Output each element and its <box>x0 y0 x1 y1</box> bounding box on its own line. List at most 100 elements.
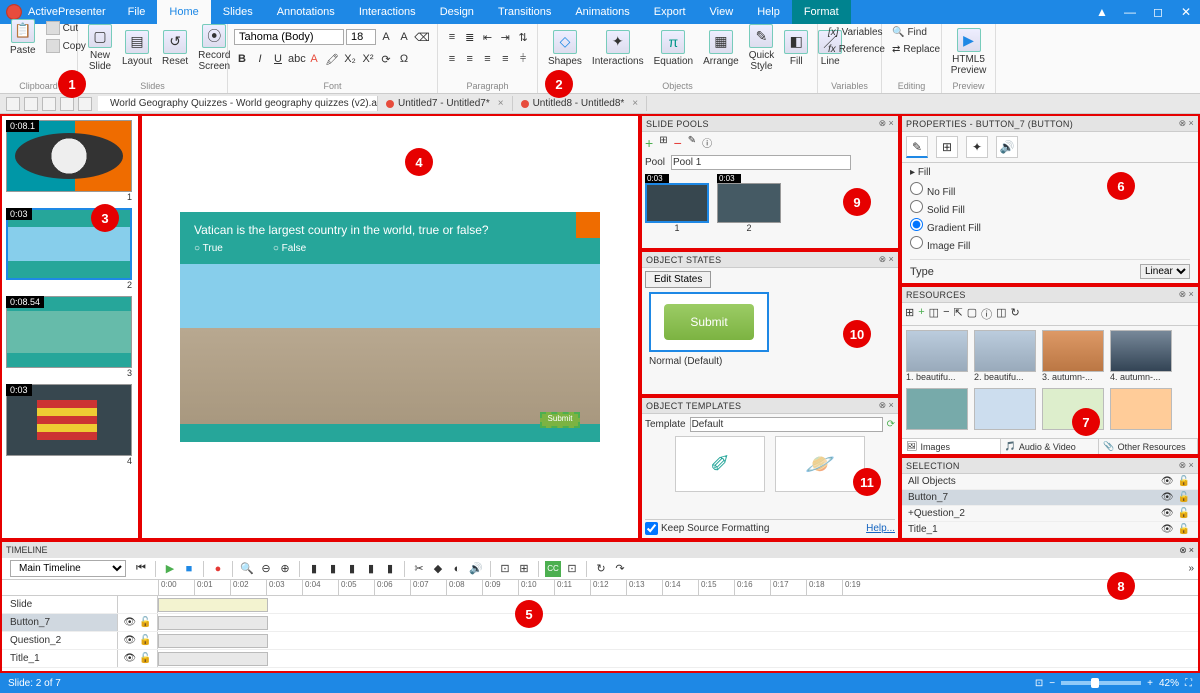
res-sort-icon[interactable]: ◫ <box>929 306 939 322</box>
qat-open-icon[interactable] <box>24 97 38 111</box>
pin-icon[interactable]: ⊗ <box>1179 460 1187 471</box>
resource-item[interactable] <box>1110 388 1172 430</box>
selection-item[interactable]: Title_1👁🔓 <box>902 522 1198 538</box>
res-refresh-icon[interactable]: ↻ <box>1011 306 1020 322</box>
tl-b4-icon[interactable]: ▮ <box>363 561 379 577</box>
equation-button[interactable]: πEquation <box>650 28 697 69</box>
thumb-4[interactable]: 0:034 <box>6 384 134 466</box>
pool-thumb-2[interactable]: 0:032 <box>717 174 781 233</box>
visibility-icon[interactable]: 👁 <box>123 635 136 646</box>
font-family-select[interactable] <box>234 29 344 45</box>
res-preview-icon[interactable]: ▢ <box>967 306 977 322</box>
pin-icon[interactable]: ⊗ <box>879 400 887 411</box>
outdent-icon[interactable]: ⇤ <box>480 31 496 44</box>
res-info-icon[interactable]: ⓘ <box>981 306 992 322</box>
visibility-icon[interactable]: 👁 <box>1159 508 1176 519</box>
numbers-icon[interactable]: ≣ <box>462 31 478 44</box>
visibility-icon[interactable]: 👁 <box>123 653 136 664</box>
zoom-slider[interactable] <box>1061 681 1141 685</box>
no-fill-radio[interactable]: No Fill <box>910 181 1190 199</box>
pin-icon[interactable]: ⊗ <box>879 254 887 265</box>
tl-more-icon[interactable]: » <box>1188 563 1194 574</box>
tl-cc-icon[interactable]: CC <box>545 561 561 577</box>
stop-icon[interactable]: ■ <box>181 561 197 577</box>
zoom-out-icon[interactable]: ⊖ <box>258 561 274 577</box>
audio-video-tab[interactable]: 🎵Audio & Video <box>1001 439 1100 454</box>
selection-item[interactable]: + Question_2👁🔓 <box>902 506 1198 522</box>
import-pool-icon[interactable]: ⊞ <box>659 135 667 151</box>
refresh-template-icon[interactable]: ⟳ <box>887 419 895 430</box>
other-resources-tab[interactable]: 📎Other Resources <box>1099 439 1198 454</box>
lock-icon[interactable]: 🔓 <box>139 617 151 628</box>
arrange-button[interactable]: ▦Arrange <box>699 28 743 69</box>
template-1[interactable]: ✐ <box>675 436 765 492</box>
resource-item[interactable] <box>906 388 968 430</box>
add-pool-icon[interactable]: + <box>645 135 653 151</box>
tab-view[interactable]: View <box>698 0 746 24</box>
zoom-in-icon[interactable]: 🔍 <box>239 561 255 577</box>
selection-item[interactable]: Button_7👁🔓 <box>902 490 1198 506</box>
maximize-icon[interactable]: ◻ <box>1144 0 1172 24</box>
tl-next-icon[interactable]: ↷ <box>612 561 628 577</box>
prop-size-tab[interactable]: ⊞ <box>936 136 958 158</box>
reset-button[interactable]: ↺Reset <box>158 28 192 69</box>
tab-animations[interactable]: Animations <box>563 0 641 24</box>
paste-button[interactable]: 📋Paste <box>6 17 40 58</box>
selection-all[interactable]: All Objects👁🔓 <box>902 474 1198 490</box>
italic-button[interactable]: I <box>252 53 268 65</box>
close-panel-icon[interactable]: × <box>1189 545 1194 556</box>
tab-transitions[interactable]: Transitions <box>486 0 563 24</box>
font-shrink-icon[interactable]: A <box>396 31 412 43</box>
tab-format[interactable]: Format <box>792 0 851 24</box>
state-preview[interactable]: Submit <box>649 292 769 352</box>
tl-vol-icon[interactable]: 🔊 <box>468 561 484 577</box>
fit-icon[interactable]: ⊡ <box>1035 678 1043 689</box>
pin-icon[interactable]: ⊗ <box>1179 289 1187 300</box>
track-title[interactable]: Title_1👁🔓 <box>2 650 1198 668</box>
fill-button[interactable]: ◧Fill <box>780 28 812 69</box>
settings-icon[interactable]: ▲ <box>1088 0 1116 24</box>
option-false[interactable]: False <box>273 243 306 254</box>
remove-pool-icon[interactable]: − <box>674 135 682 151</box>
link-button[interactable]: ⟳ <box>378 53 394 66</box>
pool-thumb-1[interactable]: 0:031 <box>645 174 709 233</box>
tl-marker-icon[interactable]: ◆ <box>430 561 446 577</box>
tab-interactions[interactable]: Interactions <box>347 0 428 24</box>
res-export-icon[interactable]: ⇱ <box>954 306 963 322</box>
images-tab[interactable]: 🖼Images <box>902 439 1001 454</box>
res-add-icon[interactable]: + <box>918 306 924 322</box>
doc-tab-2[interactable]: Untitled7 - Untitled7*× <box>378 96 513 111</box>
resource-item[interactable]: 1. beautifu... <box>906 330 968 382</box>
lock-icon[interactable]: 🔓 <box>139 635 151 646</box>
res-view-icon[interactable]: ⊞ <box>905 306 914 322</box>
align-v-icon[interactable]: ⫩ <box>515 53 531 66</box>
track-button[interactable]: Button_7👁🔓 <box>2 614 1198 632</box>
tab-export[interactable]: Export <box>642 0 698 24</box>
qat-save-icon[interactable] <box>42 97 56 111</box>
thumb-3[interactable]: 0:08.543 <box>6 296 134 378</box>
align-left-icon[interactable]: ≡ <box>444 53 460 65</box>
visibility-icon[interactable]: 👁 <box>1159 476 1176 487</box>
align-justify-icon[interactable]: ≡ <box>497 53 513 65</box>
close-icon[interactable]: ✕ <box>1172 0 1200 24</box>
align-right-icon[interactable]: ≡ <box>480 53 496 65</box>
rename-pool-icon[interactable]: ✎ <box>688 135 696 151</box>
gradient-fill-radio[interactable]: Gradient Fill <box>910 217 1190 235</box>
clear-format-icon[interactable]: ⌫ <box>414 31 430 44</box>
resource-item[interactable] <box>974 388 1036 430</box>
lock-icon[interactable]: 🔓 <box>139 653 151 664</box>
font-color-button[interactable]: A <box>306 53 322 65</box>
font-size-select[interactable] <box>346 29 376 45</box>
help-link[interactable]: Help... <box>866 523 895 534</box>
tl-b1-icon[interactable]: ▮ <box>306 561 322 577</box>
track-slide[interactable]: Slide <box>2 596 1198 614</box>
thumb-1[interactable]: 0:08.11 <box>6 120 134 202</box>
lock-icon[interactable]: 🔓 <box>1176 524 1192 535</box>
indent-icon[interactable]: ⇥ <box>497 31 513 44</box>
record-icon[interactable]: ● <box>210 561 226 577</box>
reference-button[interactable]: fxReference <box>824 43 875 56</box>
visibility-icon[interactable]: 👁 <box>1159 492 1176 503</box>
close-panel-icon[interactable]: × <box>888 118 894 129</box>
tab-slides[interactable]: Slides <box>211 0 265 24</box>
slide-canvas[interactable]: Vatican is the largest country in the wo… <box>140 114 640 540</box>
